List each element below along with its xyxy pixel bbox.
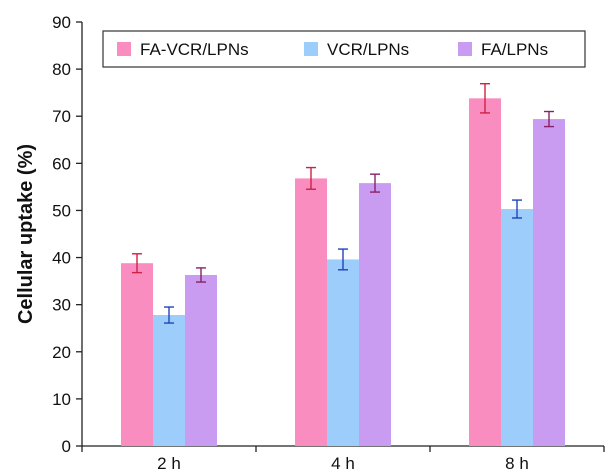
bar: [153, 315, 185, 446]
bar: [121, 263, 153, 446]
y-axis: 0 10 20 30 40 50 60 70 80 90: [52, 13, 83, 456]
bar: [327, 259, 359, 446]
legend-swatch: [458, 42, 472, 56]
y-tick-label: 30: [52, 296, 71, 315]
bar: [469, 98, 501, 446]
legend-swatch: [117, 42, 131, 56]
bar: [533, 119, 565, 446]
y-tick-label: 80: [52, 60, 71, 79]
x-tick-label: 4 h: [331, 454, 355, 472]
x-tick-label: 2 h: [157, 454, 181, 472]
legend-label: VCR/LPNs: [327, 40, 409, 59]
y-tick-label: 90: [52, 13, 71, 32]
x-axis: 2 h 4 h 8 h: [81, 445, 605, 472]
y-tick-label: 20: [52, 343, 71, 362]
y-tick-label: 40: [52, 249, 71, 268]
bar: [185, 274, 217, 446]
y-tick-label: 60: [52, 154, 71, 173]
y-tick-label: 70: [52, 107, 71, 126]
legend-box: [102, 30, 586, 68]
y-axis-title: Cellular uptake (%): [15, 144, 37, 324]
bars: [121, 98, 565, 447]
bar: [295, 178, 327, 447]
y-tick-label: 10: [52, 390, 71, 409]
legend: FA-VCR/LPNs VCR/LPNs FA/LPNs: [102, 30, 586, 68]
bar: [501, 209, 533, 446]
y-tick-label: 0: [62, 437, 71, 456]
y-tick-label: 50: [52, 201, 71, 220]
legend-swatch: [304, 42, 318, 56]
x-tick-label: 8 h: [505, 454, 529, 472]
legend-label: FA-VCR/LPNs: [140, 40, 249, 59]
legend-label: FA/LPNs: [481, 40, 548, 59]
bar: [359, 183, 391, 446]
error-bars: [132, 83, 554, 324]
